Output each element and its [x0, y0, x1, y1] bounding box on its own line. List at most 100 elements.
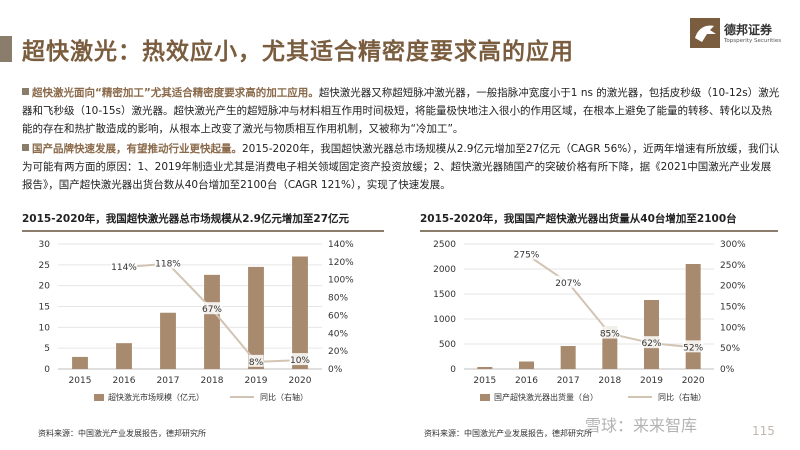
- x-tick-label: 2018: [201, 376, 224, 386]
- y-tick-label: 15: [39, 303, 50, 313]
- y-tick-label: 500: [439, 340, 456, 350]
- y2-tick-label: 100%: [328, 276, 354, 286]
- y2-tick-label: 150%: [720, 303, 746, 313]
- y2-tick-label: 100%: [720, 323, 746, 333]
- data-label-bg: [599, 326, 621, 339]
- legend-bar-label: 超快激光市场规模（亿元）: [108, 392, 204, 402]
- paragraph-1-body: 超快激光器又称超短脉冲激光器，一般指脉冲宽度小于1 ns 的激光器，包括皮秒级（…: [22, 87, 780, 135]
- title-bar: 超快激光：热效应小，尤其适合精密度要求高的应用 德邦证券 Topsperity …: [0, 0, 800, 72]
- data-label-bg: [248, 354, 264, 367]
- x-tick-label: 2019: [245, 376, 268, 386]
- y-tick-label: 0: [450, 365, 456, 375]
- left-source: 资料来源：中国激光产业发展报告，德邦研究所: [38, 429, 206, 438]
- legend-bar-swatch: [94, 394, 104, 401]
- logo-mark-icon: [690, 18, 720, 48]
- bar: [560, 346, 576, 369]
- paragraph-1-lead: 超快激光面向“精密加工”尤其适合精密度要求高的加工应用。: [32, 87, 319, 99]
- data-label-bg: [682, 340, 704, 353]
- market-size-chart: 0 5 10 15 20 25 30 0% 20% 40% 60% 80% 100% 120% 140% 20…: [39, 240, 355, 402]
- data-label: 207%: [555, 279, 581, 289]
- y-tick-label: 2500: [433, 240, 456, 250]
- bar: [72, 356, 88, 369]
- data-label-bg: [154, 256, 182, 269]
- y2-tick-label: 140%: [328, 240, 354, 250]
- bullet-icon: [22, 88, 29, 95]
- y2-tick-label: 200%: [720, 282, 746, 292]
- bar: [204, 274, 220, 369]
- bar: [292, 256, 308, 369]
- x-tick-label: 2017: [157, 376, 180, 386]
- paragraph-1: 超快激光面向“精密加工”尤其适合精密度要求高的加工应用。超快激光器又称超短脉冲激…: [22, 84, 780, 138]
- data-label: 85%: [600, 330, 620, 340]
- paragraph-2: 国产品牌快速发展，有望推动行业更快起量。2015-2020年，我国超快激光器总市…: [22, 140, 780, 194]
- brand-logo: 德邦证券 Topsperity Securities: [690, 18, 790, 58]
- y-tick-label: 2000: [433, 265, 456, 275]
- y-tick-label: 20: [39, 282, 51, 292]
- right-chart-rule: [420, 230, 778, 232]
- y2-tick-label: 250%: [720, 261, 746, 271]
- bar: [477, 367, 493, 369]
- y-tick-label: 5: [44, 344, 50, 354]
- bar: [519, 361, 534, 369]
- data-label-bg: [513, 247, 540, 260]
- y2-tick-label: 0%: [328, 365, 343, 375]
- logo-text-cn: 德邦证券: [724, 23, 773, 37]
- left-chart-title: 2015-2020年，我国超快激光器总市场规模从2.9亿元增加至27亿元: [22, 213, 350, 225]
- y-tick-label: 30: [39, 240, 51, 250]
- watermark: 雪球：来来智库: [585, 416, 698, 435]
- bar: [160, 312, 176, 369]
- data-label: 118%: [155, 260, 181, 270]
- x-tick-label: 2018: [598, 376, 621, 386]
- y2-tick-label: 20%: [328, 347, 348, 357]
- legend-bar-swatch: [480, 394, 490, 401]
- right-source: 资料来源：中国激光产业发展报告，德邦研究所: [424, 429, 592, 438]
- y-tick-label: 0: [44, 365, 50, 375]
- y2-tick-label: 50%: [720, 344, 740, 354]
- paragraph-2-lead: 国产品牌快速发展，有望推动行业更快起量。: [32, 143, 242, 155]
- legend-line-label: 同比（右轴）: [658, 392, 706, 402]
- data-label-bg: [289, 353, 311, 366]
- data-label: 114%: [111, 263, 137, 273]
- page-number: 115: [752, 424, 775, 438]
- y2-tick-label: 0%: [720, 365, 735, 375]
- data-label: 62%: [641, 339, 661, 349]
- x-tick-label: 2020: [682, 376, 705, 386]
- page-title: 超快激光：热效应小，尤其适合精密度要求高的应用: [22, 39, 574, 65]
- x-tick-label: 2020: [289, 376, 312, 386]
- x-tick-label: 2016: [113, 376, 136, 386]
- bullet-icon: [22, 144, 29, 151]
- y-tick-label: 1000: [433, 315, 456, 325]
- title-accent: [0, 36, 12, 62]
- data-label-bg: [110, 260, 138, 273]
- x-tick-label: 2015: [69, 376, 92, 386]
- data-label: 52%: [683, 343, 703, 353]
- y2-tick-label: 80%: [328, 294, 348, 304]
- data-label-bg: [641, 336, 662, 349]
- y-tick-label: 1500: [433, 290, 456, 300]
- paragraph-2-body: 2015-2020年，我国超快激光器总市场规模从2.9亿元增加至27亿元（CAG…: [22, 143, 780, 191]
- x-tick-label: 2015: [473, 376, 496, 386]
- left-chart-rule: [22, 230, 384, 232]
- data-label: 275%: [514, 250, 540, 260]
- x-tick-label: 2016: [515, 376, 538, 386]
- data-label: 8%: [249, 358, 264, 368]
- logo-text-en: Topsperity Securities: [724, 38, 782, 44]
- y2-tick-label: 120%: [328, 258, 354, 268]
- data-label-bg: [201, 302, 223, 315]
- y2-tick-label: 40%: [328, 329, 348, 339]
- right-chart-title: 2015-2020年，我国国产超快激光器出货量从40台增加至2100台: [420, 213, 737, 225]
- y2-tick-label: 300%: [720, 240, 746, 250]
- data-label-bg: [554, 275, 582, 288]
- legend-line-label: 同比（右轴）: [260, 392, 308, 402]
- data-label: 10%: [290, 356, 310, 366]
- x-tick-label: 2019: [640, 376, 663, 386]
- bar: [248, 266, 264, 369]
- x-tick-label: 2017: [557, 376, 580, 386]
- y2-tick-label: 60%: [328, 311, 348, 321]
- shipment-chart: 0 500 1000 1500 2000 2500 0% 50% 100% 150% 200% 250…: [433, 240, 746, 402]
- bar: [644, 300, 659, 369]
- data-label: 67%: [202, 305, 222, 315]
- y-tick-label: 10: [39, 323, 51, 333]
- legend-bar-label: 国产超快激光器出货量（台）: [494, 392, 598, 402]
- y-tick-label: 25: [39, 261, 50, 271]
